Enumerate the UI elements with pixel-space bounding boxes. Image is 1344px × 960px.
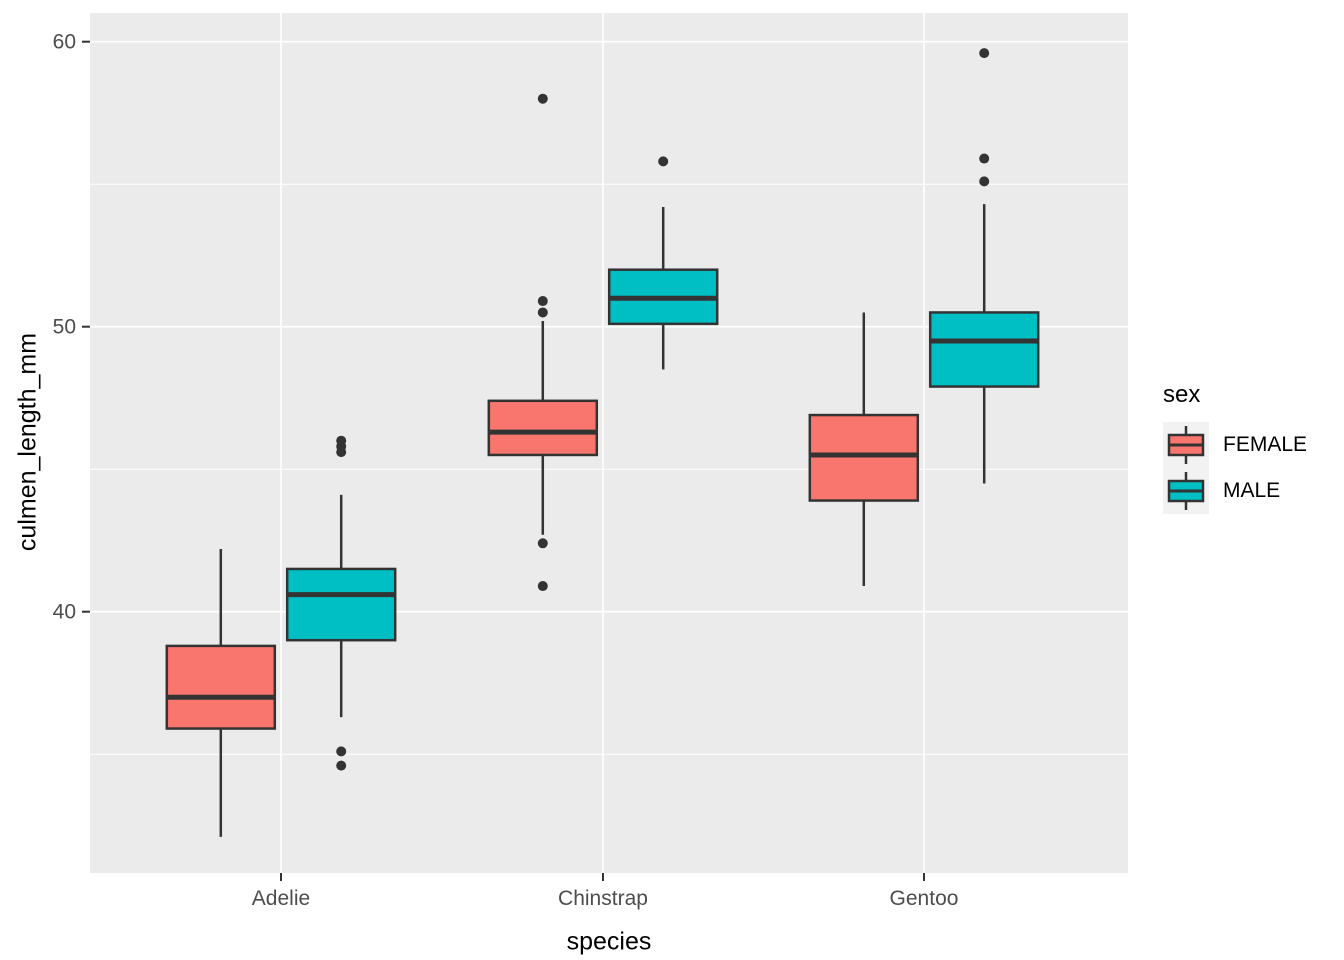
series-female xyxy=(165,93,920,837)
boxplot-glyph-icon xyxy=(1167,426,1205,464)
outlier-point xyxy=(336,760,347,771)
x-axis-title: species xyxy=(566,927,652,956)
legend-label-female: FEMALE xyxy=(1223,433,1308,456)
legend-title: sex xyxy=(1163,381,1201,408)
outlier-point xyxy=(979,176,990,187)
legend-key-female: FEMALE xyxy=(1163,422,1307,468)
plot-panel xyxy=(90,13,1128,873)
box-gentoo-male xyxy=(928,311,1040,388)
legend: sex FEMALE MALE xyxy=(1163,381,1307,514)
x-tick-label: Chinstrap xyxy=(558,887,648,910)
y-axis-title: culmen_length_mm xyxy=(13,332,42,552)
legend-key-male: MALE xyxy=(1163,468,1307,514)
outlier-point xyxy=(537,307,548,318)
outlier-point xyxy=(979,48,990,59)
box-gentoo-female xyxy=(808,413,920,502)
legend-label-male: MALE xyxy=(1223,479,1281,502)
x-tick-label: Adelie xyxy=(252,887,310,910)
y-tick-label: 50 xyxy=(53,316,76,339)
outlier-point xyxy=(336,435,347,446)
outlier-point xyxy=(537,296,548,307)
gridlines xyxy=(90,13,1128,873)
y-tick-label: 40 xyxy=(53,601,76,624)
outlier-point xyxy=(537,538,548,549)
outlier-point xyxy=(336,746,347,757)
outlier-point xyxy=(537,93,548,104)
boxplot-glyph-icon xyxy=(1167,472,1205,510)
box-chinstrap-female xyxy=(487,399,599,457)
outlier-point xyxy=(979,153,990,164)
box-adelie-female xyxy=(165,644,277,730)
box-adelie-male xyxy=(285,567,397,642)
y-tick-label: 60 xyxy=(53,31,76,54)
series-male xyxy=(285,48,1040,771)
x-tick-label: Gentoo xyxy=(890,887,959,910)
outlier-point xyxy=(658,156,669,167)
outlier-point xyxy=(537,581,548,592)
legend-swatch-male xyxy=(1163,468,1209,514)
axis-ticks: 40 50 60 Adelie Chinstrap Gentoo xyxy=(53,31,959,910)
legend-swatch-female xyxy=(1163,422,1209,468)
